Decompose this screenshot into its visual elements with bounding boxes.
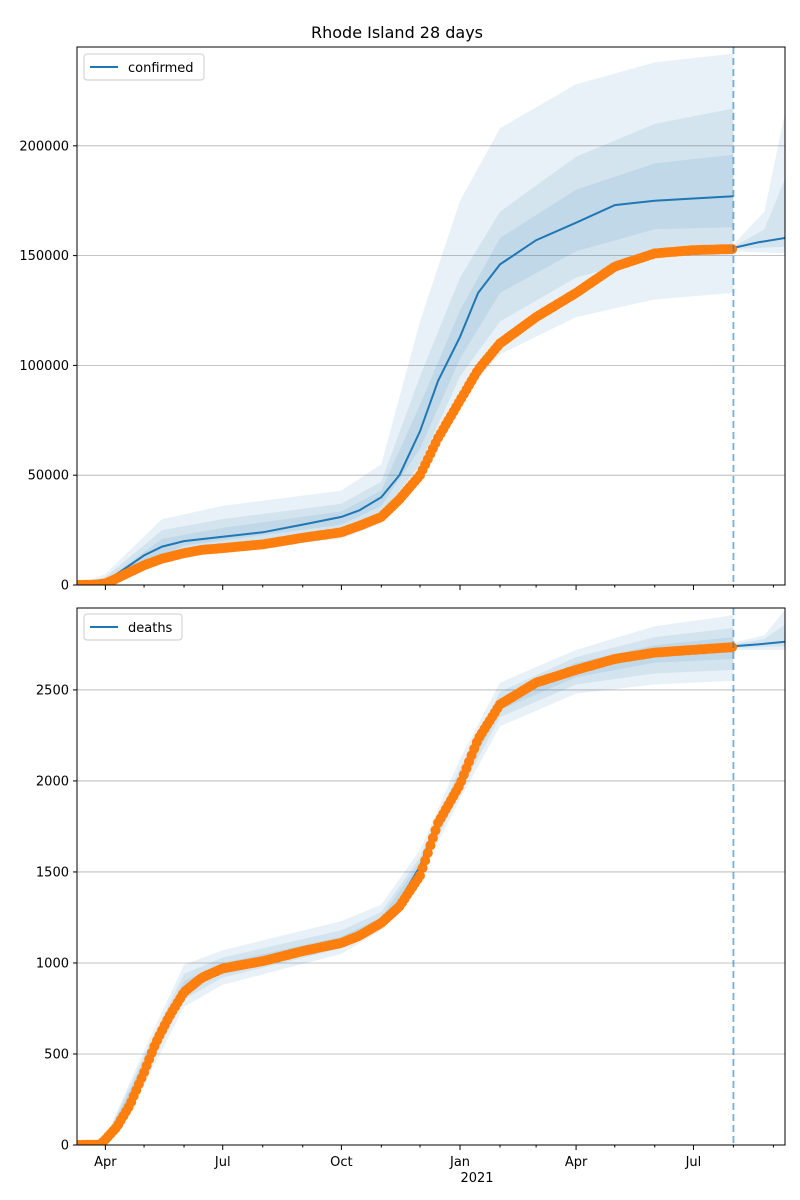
plot-area: [77, 609, 785, 1145]
legend-box: [83, 613, 183, 641]
forecast-median-line: [733, 640, 785, 648]
y-tick-label: 1500: [36, 865, 69, 880]
x-tick-label: Jul: [214, 1155, 231, 1170]
uncertainty-band-inner: [77, 154, 734, 585]
legend-label: confirmed: [128, 61, 194, 76]
y-tick-label: 100000: [19, 359, 69, 374]
confirmed-panel: 0 50000 100000 150000 200000: [19, 46, 786, 594]
x-year-label: 2021: [460, 1171, 493, 1186]
y-tick-label: 500: [44, 1047, 69, 1062]
uncertainty-band-middle: [77, 108, 734, 585]
chart-title: Rhode Island 28 days: [311, 23, 483, 42]
observed-series: [77, 244, 738, 585]
uncertainty-band-outer: [77, 615, 734, 1145]
legend-label: deaths: [128, 621, 173, 636]
model-median-line: [77, 195, 734, 585]
y-tick-label: 0: [61, 1139, 69, 1154]
deaths-panel: 0 500 1000 1500 2000 2500 Apr Jul Oct Jan Apr Jul: [36, 607, 786, 1170]
y-tick-label: 1000: [36, 956, 69, 971]
observed-point: [427, 832, 438, 843]
observed-point: [727, 642, 738, 653]
y-tick-label: 2000: [36, 774, 69, 789]
plot-area: [77, 53, 785, 585]
x-tick-label: Apr: [94, 1155, 117, 1170]
x-tick-label: Oct: [330, 1155, 352, 1170]
legend-box: [83, 53, 205, 81]
observed-series: [77, 642, 738, 1145]
x-tick-label: Jan: [449, 1155, 470, 1170]
x-tick-label: Jul: [685, 1155, 702, 1170]
y-tick-label: 2500: [36, 683, 69, 698]
axes-frame: [76, 607, 786, 1146]
forecast-band: [733, 112, 785, 254]
observed-point: [727, 244, 738, 255]
forecast-median-line: [733, 237, 785, 249]
y-tick-label: 0: [61, 579, 69, 594]
observed-point: [430, 825, 441, 836]
legend-confirmed: confirmed: [83, 53, 205, 81]
observed-point: [422, 848, 433, 858]
y-tick-label: 200000: [19, 139, 69, 154]
x-tick-label: Apr: [565, 1155, 588, 1170]
observed-point: [420, 855, 431, 866]
legend-deaths: deaths: [83, 613, 183, 641]
forecast-band: [733, 609, 785, 650]
uncertainty-band-middle: [77, 628, 734, 1145]
forecast-band: [733, 178, 785, 249]
axes-frame: [76, 46, 786, 586]
uncertainty-band-outer: [77, 53, 734, 585]
y-tick-label: 150000: [19, 249, 69, 264]
observed-point: [417, 863, 428, 873]
y-tick-label: 50000: [28, 469, 69, 484]
observed-point: [415, 870, 425, 881]
